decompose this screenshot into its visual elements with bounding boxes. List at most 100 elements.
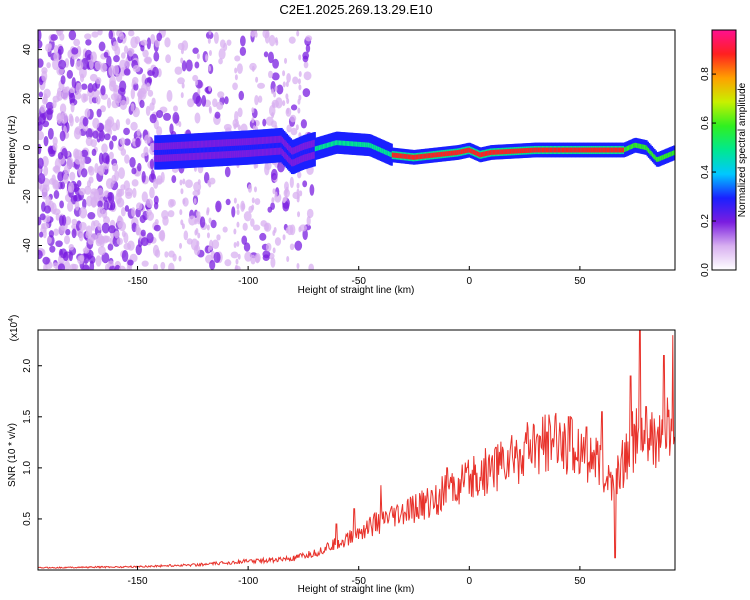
ridge-core — [598, 147, 602, 153]
ridge-core — [428, 153, 432, 159]
spectrogram-cell — [206, 232, 210, 239]
spectrogram-cell — [113, 55, 120, 63]
ridge-core — [602, 147, 606, 153]
spectrogram-cell — [123, 68, 131, 76]
spectrogram-cell — [114, 170, 119, 182]
colorbar-label: Normalized spectral amplitude — [737, 82, 748, 217]
ridge-core — [458, 149, 461, 155]
ridge-core — [308, 148, 311, 154]
ridge-core — [318, 145, 322, 151]
spectrogram-cell — [38, 39, 43, 49]
spectrogram-cell — [179, 242, 183, 249]
ridge-core — [532, 147, 535, 153]
ridge-core — [647, 148, 651, 153]
spectrogram-cell — [224, 259, 232, 267]
spectrogram-cell — [101, 152, 110, 164]
spectrogram-frame — [37, 29, 676, 271]
ridge-core — [552, 147, 555, 153]
spectrogram-cell — [63, 165, 70, 175]
spectrogram-cell — [123, 45, 129, 54]
ridge-core — [175, 149, 178, 154]
snr-marks — [38, 330, 675, 569]
ridge-core — [442, 151, 445, 157]
ridge-core — [358, 141, 361, 147]
spectrogram-cell — [52, 165, 60, 173]
ridge-core — [472, 149, 476, 155]
spectrogram-cell — [116, 237, 123, 246]
spectrogram-cell — [233, 228, 237, 235]
ridge-core — [484, 151, 488, 157]
ridge-core — [649, 149, 652, 155]
ridge-core — [204, 147, 208, 153]
ridge-core — [501, 149, 505, 155]
spectrogram-cell — [136, 202, 143, 211]
spectrogram-cell — [41, 96, 48, 105]
spectrogram-cell — [121, 250, 129, 263]
ridge-core — [517, 148, 521, 154]
ridge-core — [427, 153, 431, 159]
spectrogram-cell — [179, 209, 183, 216]
spectrogram-cell — [238, 90, 245, 101]
spectrogram-cell — [39, 231, 44, 238]
ridge-core — [235, 145, 238, 151]
spectrogram-cell — [239, 35, 246, 47]
ridge-core — [220, 146, 223, 152]
spectrogram-cell — [84, 33, 92, 40]
spectrogram-cell — [41, 70, 48, 82]
ridge-core — [405, 154, 408, 159]
spectrogram-cell — [103, 51, 109, 58]
ridge-core — [641, 144, 644, 150]
snr-y-tick-label: 1.0 — [22, 460, 33, 474]
spectrogram-panel: -150 -100 -50 0 50 -40 -20 0 20 40 Height of str… — [7, 29, 676, 296]
spectrogram-cell — [105, 119, 112, 132]
spectrogram-cell — [74, 200, 80, 211]
ridge-core — [203, 147, 206, 153]
snr-series-line — [38, 330, 675, 569]
spectrogram-cell — [85, 225, 93, 237]
ridge-core — [671, 150, 675, 156]
ridge-core — [495, 149, 498, 155]
ridge-core — [322, 143, 326, 149]
ridge-core — [460, 149, 464, 155]
ridge-core — [310, 147, 314, 153]
spectrogram-cell — [196, 240, 200, 247]
spectrogram-cell — [268, 34, 276, 47]
ridge-core — [248, 145, 251, 150]
ridge-core — [180, 148, 184, 154]
ridge-core — [336, 140, 339, 146]
ridge-core — [496, 149, 500, 155]
spectrogram-cell — [286, 97, 290, 104]
ridge-core — [525, 148, 529, 153]
spectrogram-cell — [78, 187, 87, 196]
spectrogram-cell — [289, 243, 295, 251]
spectrogram-cell — [43, 135, 49, 147]
spectrogram-cell — [197, 179, 201, 186]
ridge-core — [581, 147, 584, 153]
ridge-core — [411, 154, 415, 160]
spectrogram-cell — [119, 59, 127, 70]
spectrogram-cell — [40, 104, 46, 114]
spectrogram-cell — [296, 30, 300, 37]
spectrogram-cell — [242, 222, 248, 231]
ridge-core — [561, 147, 565, 153]
ridge-core — [543, 147, 546, 153]
spectrogram-cell — [205, 53, 209, 60]
ridge-core — [191, 148, 194, 154]
spectrogram-cell — [45, 215, 51, 223]
spectrogram-cell — [38, 249, 43, 260]
spectrogram-cell — [150, 169, 155, 180]
spectrogram-cell — [150, 33, 156, 45]
ridge-core — [190, 148, 193, 154]
spectrogram-cell — [243, 211, 252, 222]
spectrogram-cell — [81, 83, 88, 90]
spectrogram-cell — [297, 78, 301, 85]
ridge-core — [585, 147, 588, 153]
ridge-core — [557, 147, 561, 153]
spectrogram-cell — [182, 178, 186, 185]
spectrogram-cell — [135, 207, 141, 218]
spectrogram-cell — [264, 223, 269, 231]
spectrogram-cell — [97, 206, 103, 218]
spectrogram-cell — [66, 69, 73, 79]
ridge-core — [399, 153, 403, 159]
spectrogram-cell — [114, 45, 121, 57]
